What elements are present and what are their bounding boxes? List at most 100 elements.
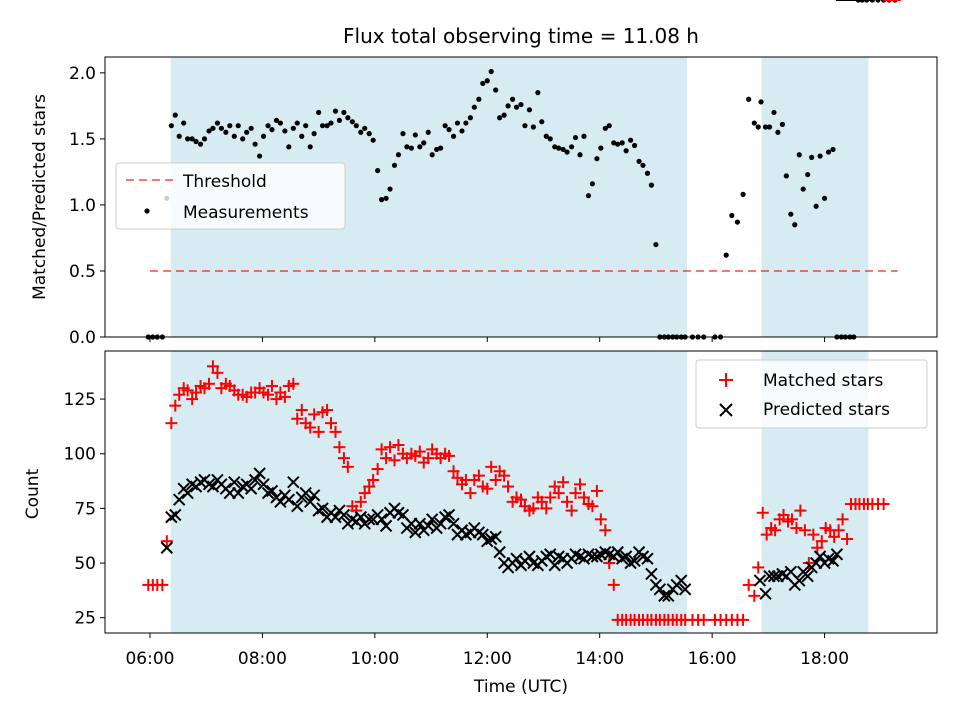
- matched-star-point: [422, 452, 435, 465]
- matched-star-point: [798, 524, 811, 537]
- measurement-point: [813, 203, 819, 209]
- measurement-point: [319, 123, 326, 129]
- matched-star-point: [548, 480, 561, 493]
- measurement-point: [522, 123, 528, 129]
- matched-star-point: [790, 522, 803, 535]
- observing-interval-1: [761, 57, 869, 337]
- bottom-ytick-label: 75: [74, 499, 96, 519]
- measurement-point: [755, 124, 761, 130]
- measurement-point: [648, 182, 655, 188]
- matched-star-point: [815, 535, 828, 548]
- matched-star-point: [304, 421, 317, 434]
- measurement-point: [378, 197, 385, 203]
- measurement-point: [467, 115, 474, 121]
- predicted-star-point: [379, 519, 393, 533]
- measurement-point: [598, 145, 604, 151]
- measurement-point: [425, 129, 431, 135]
- measurement-point: [471, 104, 477, 110]
- measurement-point: [568, 144, 575, 150]
- measurement-point: [336, 117, 343, 123]
- measurement-point: [260, 133, 267, 139]
- measurement-point: [353, 123, 359, 129]
- predicted-star-point: [753, 574, 767, 587]
- matched-star-point: [262, 388, 275, 401]
- matched-star-point: [392, 439, 405, 451]
- matched-star-point: [569, 487, 582, 500]
- matched-star-point: [756, 506, 769, 519]
- measurement-point: [227, 123, 233, 129]
- matched-star-point: [333, 441, 346, 454]
- x-axis-label: Time (UTC): [473, 677, 568, 697]
- measurement-point: [463, 120, 469, 126]
- measurement-point: [560, 146, 566, 153]
- matched-star-point: [841, 533, 854, 545]
- measurement-point: [206, 128, 212, 134]
- matched-star-point: [565, 504, 578, 517]
- predicted-star-point: [425, 513, 439, 526]
- matched-star-point: [443, 449, 456, 462]
- measurement-point: [543, 133, 549, 139]
- matched-star-point: [206, 360, 219, 373]
- matched-star-point: [502, 480, 515, 493]
- measurement-point: [734, 219, 741, 225]
- bottom-ytick-label: 125: [64, 390, 96, 410]
- matched-star-point: [836, 513, 849, 526]
- measurement-point: [256, 153, 263, 159]
- matched-star-point: [165, 417, 178, 430]
- matched-star-point: [527, 502, 540, 515]
- matched-star-point: [498, 469, 511, 482]
- matched-star-point: [777, 508, 790, 521]
- matched-star-point: [312, 425, 325, 438]
- measurement-point: [589, 181, 595, 187]
- predicted-star-point: [476, 528, 489, 541]
- measurement-point: [299, 133, 305, 139]
- measurement-point: [518, 101, 524, 108]
- measurement-point: [341, 109, 347, 116]
- legend-measurements-swatch: [144, 208, 150, 214]
- predicted-star-point: [307, 489, 321, 502]
- measurement-point: [762, 124, 769, 130]
- matched-star-point: [590, 484, 603, 497]
- measurement-point: [602, 125, 608, 131]
- measurement-point: [282, 128, 288, 134]
- predicted-star-point: [793, 574, 806, 587]
- matched-star-point: [577, 491, 590, 504]
- measurement-point: [375, 167, 381, 174]
- measurement-point: [484, 78, 490, 84]
- measurement-point: [636, 158, 642, 164]
- measurement-point: [404, 144, 410, 150]
- matched-star-point: [535, 495, 548, 508]
- measurement-point: [286, 144, 292, 150]
- predicted-star-point: [619, 550, 633, 563]
- measurement-point: [349, 119, 355, 125]
- measurement-point: [606, 123, 612, 129]
- measurement-point: [172, 112, 178, 118]
- measurement-point: [197, 141, 204, 147]
- matched-star-point: [544, 491, 557, 504]
- predicted-star-point: [628, 554, 641, 568]
- measurement-point: [290, 125, 296, 131]
- measurement-point: [408, 145, 414, 151]
- matched-star-point: [203, 377, 215, 390]
- predicted-star-point: [228, 475, 241, 489]
- matched-star-point: [877, 498, 890, 511]
- matched-star-point: [308, 408, 321, 421]
- matched-star-point: [472, 469, 485, 482]
- matched-star-point: [341, 460, 354, 473]
- measurement-point: [345, 115, 351, 121]
- predicted-star-point: [653, 583, 667, 596]
- predicted-star-point: [658, 589, 671, 603]
- measurement-point: [611, 140, 617, 146]
- measurement-point: [459, 128, 465, 134]
- measurement-point: [434, 146, 440, 153]
- matched-star-point: [181, 384, 194, 397]
- matched-star-point: [785, 513, 798, 526]
- matched-star-point: [737, 613, 750, 626]
- predicted-star-point: [759, 587, 772, 600]
- measurement-point: [362, 125, 368, 131]
- predicted-star-point: [662, 589, 675, 603]
- top-legend: Threshold Measurements: [115, 162, 346, 230]
- measurement-point: [421, 140, 427, 146]
- matched-star-point: [337, 452, 350, 465]
- measurement-point: [577, 152, 583, 158]
